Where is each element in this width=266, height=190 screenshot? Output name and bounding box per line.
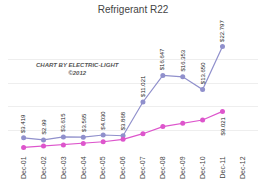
svg-text:Dec-02: Dec-02 xyxy=(40,156,47,179)
svg-text:Dec-09: Dec-09 xyxy=(179,156,186,179)
svg-text:Dec-12: Dec-12 xyxy=(239,156,246,179)
svg-text:Dec-01: Dec-01 xyxy=(20,156,27,179)
svg-text:CHART BY ELECTRIC-LIGHT©2012: CHART BY ELECTRIC-LIGHT©2012 xyxy=(36,62,120,76)
svg-text:$3.419: $3.419 xyxy=(20,114,26,133)
svg-text:Dec-04: Dec-04 xyxy=(80,156,87,179)
svg-text:$4.030: $4.030 xyxy=(100,111,106,130)
svg-text:$3.565: $3.565 xyxy=(81,113,87,132)
svg-text:Dec-05: Dec-05 xyxy=(99,156,106,179)
svg-text:$16.647: $16.647 xyxy=(159,48,165,70)
svg-text:$11.021: $11.021 xyxy=(140,75,146,97)
svg-text:Dec-07: Dec-07 xyxy=(139,156,146,179)
svg-text:Dec-03: Dec-03 xyxy=(60,156,67,179)
svg-text:$2.99: $2.99 xyxy=(41,119,47,135)
svg-text:$3.615: $3.615 xyxy=(60,113,66,132)
svg-text:Dec-06: Dec-06 xyxy=(119,156,126,179)
svg-text:$13.650: $13.650 xyxy=(200,62,206,84)
svg-text:$22.797: $22.797 xyxy=(219,20,225,42)
svg-text:Dec-10: Dec-10 xyxy=(199,156,206,179)
svg-text:$3.868: $3.868 xyxy=(120,111,126,130)
svg-text:Refrigerant R22: Refrigerant R22 xyxy=(98,4,169,15)
svg-text:Dec-08: Dec-08 xyxy=(159,156,166,179)
svg-text:$9.021: $9.021 xyxy=(220,116,226,135)
svg-text:$16.353: $16.353 xyxy=(180,49,186,71)
svg-text:Dec-11: Dec-11 xyxy=(219,156,226,178)
